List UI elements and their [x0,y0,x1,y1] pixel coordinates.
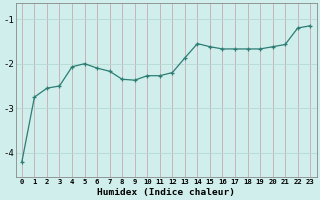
X-axis label: Humidex (Indice chaleur): Humidex (Indice chaleur) [97,188,235,197]
